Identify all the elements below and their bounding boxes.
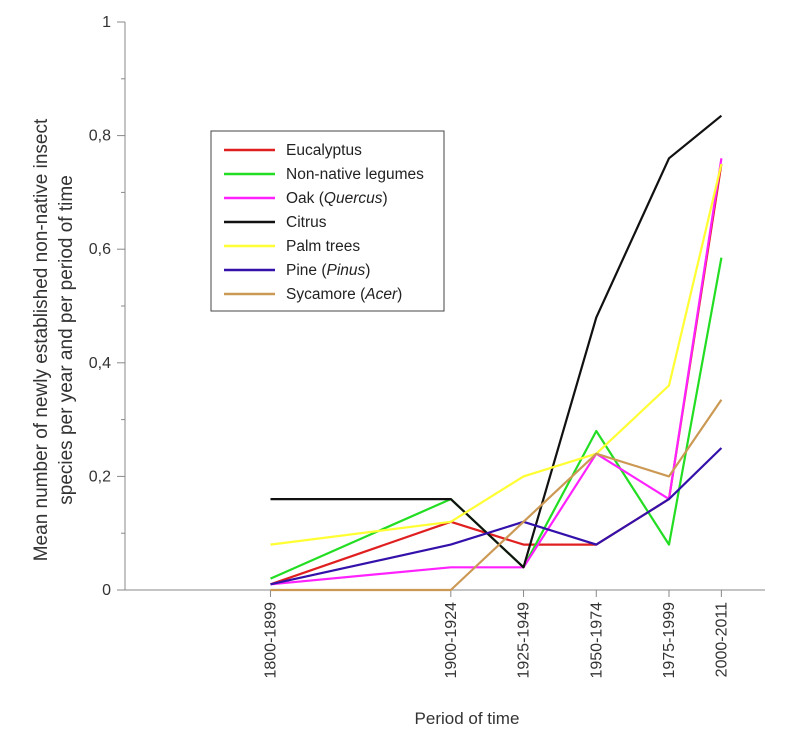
y-tick-label: 1 bbox=[102, 14, 111, 31]
y-tick-label: 0,6 bbox=[89, 241, 111, 258]
series-line-oak-quercus bbox=[270, 158, 723, 586]
legend-entry-label: Non-native legumes bbox=[286, 166, 424, 183]
y-tick-label: 0 bbox=[102, 582, 111, 599]
series-line-citrus bbox=[270, 114, 723, 569]
series-line-palm-trees bbox=[270, 163, 723, 546]
y-axis-title-line-1: Mean number of newly established non-nat… bbox=[31, 118, 52, 561]
series-line-sycamore-acer bbox=[270, 399, 723, 592]
y-tick-label: 0,2 bbox=[89, 468, 111, 485]
x-tick-label: 1900-1924 bbox=[443, 602, 460, 679]
y-axis-title: Mean number of newly established non-nat… bbox=[31, 118, 77, 561]
series-lines bbox=[270, 114, 723, 592]
x-tick-label: 2000-2011 bbox=[713, 602, 730, 677]
legend-entry-label: Sycamore (Acer) bbox=[286, 286, 402, 303]
series-line-non-native-legumes bbox=[270, 257, 723, 580]
legend: Eucalyptus Non-native legumes Oak (Quercus… bbox=[210, 130, 445, 312]
x-tick-label: 1925-1949 bbox=[516, 602, 533, 679]
series-line-pine-pinus bbox=[270, 447, 723, 586]
legend-entry-label: Eucalyptus bbox=[286, 142, 362, 159]
x-axis-title: Period of time bbox=[415, 709, 520, 728]
x-tick-label: 1975-1999 bbox=[661, 602, 678, 679]
y-tick-label: 0,4 bbox=[89, 355, 111, 372]
y-tick-label: 0,8 bbox=[89, 128, 111, 145]
legend-entry-label: Palm trees bbox=[286, 238, 360, 255]
axes: 0 0,2 0,4 0,6 0,8 1 1800-1899 1900-1924 1925-194… bbox=[89, 14, 765, 679]
x-tick-label: 1800-1899 bbox=[262, 602, 279, 679]
y-axis-title-line-2: species per year and per period of time bbox=[56, 175, 77, 505]
legend-entry-label: Oak (Quercus) bbox=[286, 190, 388, 207]
x-tick-label: 1950-1974 bbox=[588, 602, 605, 679]
legend-entry-label: Citrus bbox=[286, 214, 327, 231]
legend-entry-label: Pine (Pinus) bbox=[286, 262, 370, 279]
